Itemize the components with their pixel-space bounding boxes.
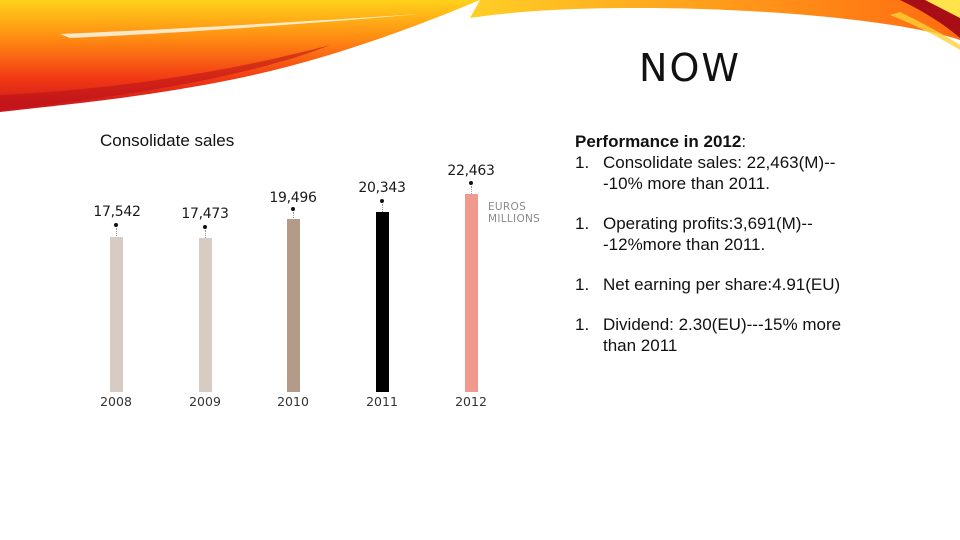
unit-label: EUROS MILLIONS bbox=[488, 201, 540, 225]
bar-2008 bbox=[110, 237, 123, 392]
year-label-2009: 2009 bbox=[189, 394, 221, 409]
list-text: Operating profits:3,691(M)---12%more tha… bbox=[603, 214, 813, 254]
year-label-2011: 2011 bbox=[366, 394, 398, 409]
marker-dot bbox=[203, 225, 207, 229]
list-text: Consolidate sales: 22,463(M)---10% more … bbox=[603, 153, 836, 193]
list-item-operating-profits: 1. Operating profits:3,691(M)---12%more … bbox=[575, 213, 875, 255]
bar-value-2012: 22,463 bbox=[447, 163, 495, 179]
marker-tick bbox=[116, 228, 117, 236]
year-label-2010: 2010 bbox=[277, 394, 309, 409]
bar-2010 bbox=[287, 219, 300, 392]
unit-line-2: MILLIONS bbox=[488, 213, 541, 225]
bar-value-2009: 17,473 bbox=[181, 206, 229, 222]
year-label-2008: 2008 bbox=[100, 394, 132, 409]
panel-heading-colon: : bbox=[741, 132, 747, 151]
slide-title: NOW bbox=[639, 46, 741, 90]
list-text: Net earning per share:4.91(EU) bbox=[603, 275, 841, 294]
marker-dot bbox=[114, 223, 118, 227]
bar-value-2011: 20,343 bbox=[358, 180, 406, 196]
panel-heading: Performance in 2012: bbox=[575, 131, 875, 152]
panel-heading-text: Performance in 2012 bbox=[575, 132, 742, 151]
marker-tick bbox=[471, 186, 472, 194]
marker-tick bbox=[382, 204, 383, 212]
list-number: 1. bbox=[575, 214, 590, 233]
chart-title: Consolidate sales bbox=[100, 131, 235, 150]
list-item-dividend: 1. Dividend: 2.30(EU)---15% more than 20… bbox=[575, 314, 875, 356]
marker-dot bbox=[291, 207, 295, 211]
marker-tick bbox=[293, 212, 294, 220]
list-item-sales: 1. Consolidate sales: 22,463(M)---10% mo… bbox=[575, 152, 875, 194]
decorative-swoosh-banner bbox=[0, 0, 960, 112]
marker-dot bbox=[380, 199, 384, 203]
list-number: 1. bbox=[575, 315, 590, 334]
bar-value-2008: 17,542 bbox=[93, 204, 141, 220]
bar-value-2010: 19,496 bbox=[269, 190, 317, 206]
list-number: 1. bbox=[575, 153, 590, 172]
marker-tick bbox=[205, 230, 206, 238]
list-item-net-earning: 1. Net earning per share:4.91(EU) bbox=[575, 274, 875, 295]
bar-2011 bbox=[376, 212, 389, 392]
unit-line-1: EUROS bbox=[488, 201, 527, 213]
list-number: 1. bbox=[575, 275, 590, 294]
marker-dot bbox=[469, 181, 473, 185]
performance-panel: Performance in 2012: 1. Consolidate sale… bbox=[575, 131, 875, 356]
list-text: Dividend: 2.30(EU)---15% more than 2011 bbox=[603, 315, 842, 355]
year-label-2012: 2012 bbox=[455, 394, 487, 409]
bar-2009 bbox=[199, 238, 212, 392]
bar-2012 bbox=[465, 194, 478, 392]
